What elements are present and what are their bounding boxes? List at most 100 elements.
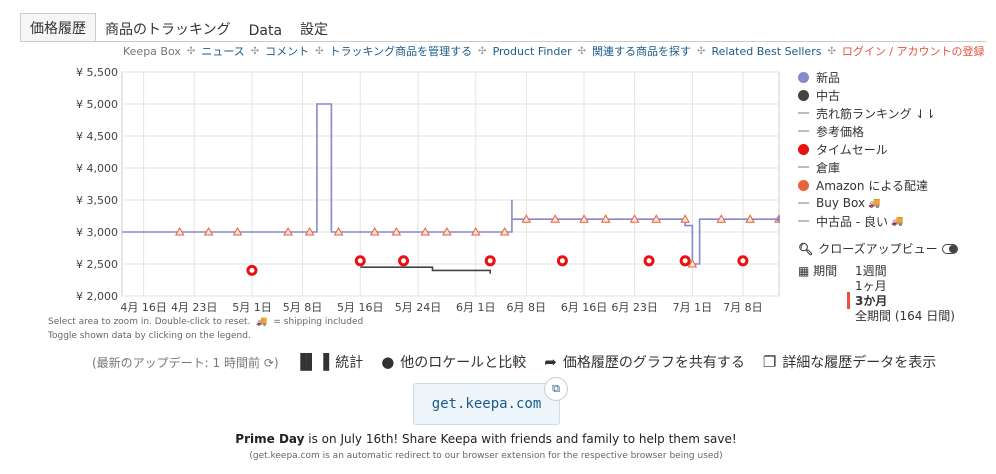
fba-marker: [333, 226, 344, 236]
nav-separator-icon: ✣: [697, 45, 706, 57]
legend-dash-icon: [798, 166, 809, 168]
truck-icon: 🚚: [890, 215, 904, 227]
tab-bar: 価格履歴 商品のトラッキング Data 設定: [20, 13, 337, 42]
price-history-chart[interactable]: ¥ 2,000 ¥ 2,500 ¥ 3,000 ¥ 3,500 ¥ 4,000 ¥ 4,5…: [0, 62, 784, 322]
compare-locales-button[interactable]: ● 他のロケールと比較: [381, 352, 526, 372]
y-tick-label: ¥ 4,000: [76, 162, 118, 175]
y-tick-label: ¥ 3,500: [76, 194, 118, 207]
period-option-1-month[interactable]: 1ヶ月: [855, 279, 887, 293]
truck-icon: 🚚: [868, 197, 881, 209]
truck-icon: 🚚: [256, 317, 268, 327]
fba-marker: [369, 226, 380, 236]
keepa-nav: Keepa Box ✣ ニュース ✣ コメント ✣ トラッキング商品を管理する …: [123, 43, 985, 59]
detailed-history-button[interactable]: ❐ 詳細な履歴データを表示: [763, 352, 936, 372]
lightning-deal-marker: [556, 255, 568, 267]
period-option-1-week[interactable]: 1週間: [855, 264, 887, 278]
y-tick-label: ¥ 2,000: [76, 290, 118, 303]
legend-dot-icon: [798, 143, 809, 155]
lightning-deal-marker: [398, 255, 410, 267]
tab-product-tracking[interactable]: 商品のトラッキング: [105, 22, 231, 38]
hint-zoom-text: Select area to zoom in. Double-click to …: [48, 317, 251, 327]
period-option-3-months[interactable]: 3か月: [847, 292, 887, 309]
chart-hint-legend: Toggle shown data by clicking on the leg…: [48, 331, 251, 341]
chart-svg[interactable]: ¥ 2,000 ¥ 2,500 ¥ 3,000 ¥ 3,500 ¥ 4,000 ¥ 4,5…: [0, 62, 784, 322]
legend-item-fba[interactable]: Amazon による配達: [798, 176, 936, 194]
y-tick-label: ¥ 5,000: [76, 98, 118, 111]
legend-item-buy-box[interactable]: Buy Box 🚚: [798, 194, 936, 212]
nav-link-login[interactable]: ログイン / アカウントの登録: [841, 45, 985, 58]
nav-separator-icon: ✣: [827, 45, 836, 57]
prime-day-subtext: (get.keepa.com is an automatic redirect …: [249, 451, 723, 461]
fba-marker: [579, 214, 589, 223]
tab-divider: [20, 41, 986, 42]
nav-link-related-best-sellers[interactable]: Related Best Sellers: [711, 44, 822, 58]
legend-label: 新品: [816, 70, 841, 85]
tab-data[interactable]: Data: [248, 23, 283, 39]
legend-label: Amazon による配達: [816, 178, 928, 193]
refresh-icon[interactable]: ⟳: [263, 355, 274, 370]
x-tick-label: 7月 8日: [723, 301, 763, 314]
lightning-deal-marker: [484, 255, 496, 267]
nav-link-related-products[interactable]: 関連する商品を探す: [592, 45, 692, 58]
copy-link-icon[interactable]: ⧉: [544, 377, 568, 401]
legend-dash-icon: [798, 130, 809, 132]
compare-label: 他のロケールと比較: [400, 355, 527, 371]
legend-item-warehouse[interactable]: 倉庫: [798, 158, 936, 176]
nav-link-news[interactable]: ニュース: [201, 45, 245, 58]
x-tick-label: 7月 1日: [673, 301, 713, 314]
x-tick-label: 6月 1日: [456, 301, 496, 314]
fba-marker: [203, 226, 214, 236]
legend-label: 売れ筋ランキング ⇃⇂: [816, 106, 936, 121]
closeup-view-toggle[interactable]: 🔍︎ クローズアップビュー: [798, 240, 958, 257]
legend-dash-icon: [798, 202, 809, 204]
nav-link-product-finder[interactable]: Product Finder: [492, 44, 572, 58]
legend-item-sales-rank[interactable]: 売れ筋ランキング ⇃⇂: [798, 104, 936, 122]
period-option-all[interactable]: 全期間 (164 日間): [855, 309, 955, 323]
y-tick-label: ¥ 3,000: [76, 226, 118, 239]
tab-settings[interactable]: 設定: [300, 22, 329, 38]
x-tick-label: 5月 24日: [395, 301, 442, 314]
stats-label: 統計: [335, 355, 364, 371]
legend-dot-icon: [798, 179, 809, 191]
fba-marker: [716, 214, 727, 223]
nav-link-manage-tracking[interactable]: トラッキング商品を管理する: [329, 45, 473, 58]
last-update: (最新のアップデート: 1 時間前 ⟳): [92, 355, 279, 370]
share-label: 価格履歴のグラフを共有する: [562, 355, 745, 371]
legend-dot-icon: [798, 71, 809, 83]
tab-price-history[interactable]: 価格履歴: [20, 13, 96, 42]
x-tick-label: 5月 8日: [283, 301, 323, 314]
legend-label: 参考価格: [816, 124, 865, 139]
nav-separator-icon: ✣: [478, 45, 487, 57]
globe-icon: ●: [381, 353, 395, 371]
legend-item-list-price[interactable]: 参考価格: [798, 122, 936, 140]
fba-marker: [499, 226, 510, 236]
fba-marker: [283, 226, 293, 236]
legend-label: タイムセール: [816, 142, 888, 157]
x-tick-label: 5月 16日: [337, 301, 384, 314]
prime-day-message: Prime Day is on July 16th! Share Keepa w…: [0, 432, 972, 446]
legend-item-lightning-deal[interactable]: タイムセール: [798, 140, 936, 158]
toggle-switch-icon[interactable]: [941, 243, 958, 254]
fba-marker: [550, 214, 561, 223]
keepa-link-box[interactable]: get.keepa.com: [413, 383, 560, 425]
lightning-deal-marker: [643, 255, 655, 267]
bar-chart-icon: ▐▌▐: [294, 353, 330, 371]
stats-button[interactable]: ▐▌▐ 統計: [295, 352, 364, 372]
nav-separator-icon: ✣: [315, 45, 324, 57]
legend-dash-icon: [798, 112, 809, 114]
fba-marker: [304, 226, 315, 236]
nav-brand: Keepa Box: [123, 44, 181, 58]
x-tick-label: 6月 16日: [561, 301, 608, 314]
fba-marker: [232, 226, 243, 236]
nav-separator-icon: ✣: [577, 45, 587, 57]
legend-label: Buy Box: [816, 196, 866, 210]
legend-label: 中古: [816, 88, 841, 103]
fba-marker: [687, 258, 698, 268]
details-label: 詳細な履歴データを表示: [782, 355, 937, 371]
legend-item-new[interactable]: 新品: [798, 68, 936, 86]
share-graph-button[interactable]: ➦ 価格履歴のグラフを共有する: [544, 352, 745, 372]
nav-link-comments[interactable]: コメント: [265, 45, 310, 58]
legend-item-used-good[interactable]: 中古品 - 良い 🚚: [798, 212, 936, 230]
legend-item-used[interactable]: 中古: [798, 86, 936, 104]
fba-marker: [651, 214, 662, 223]
